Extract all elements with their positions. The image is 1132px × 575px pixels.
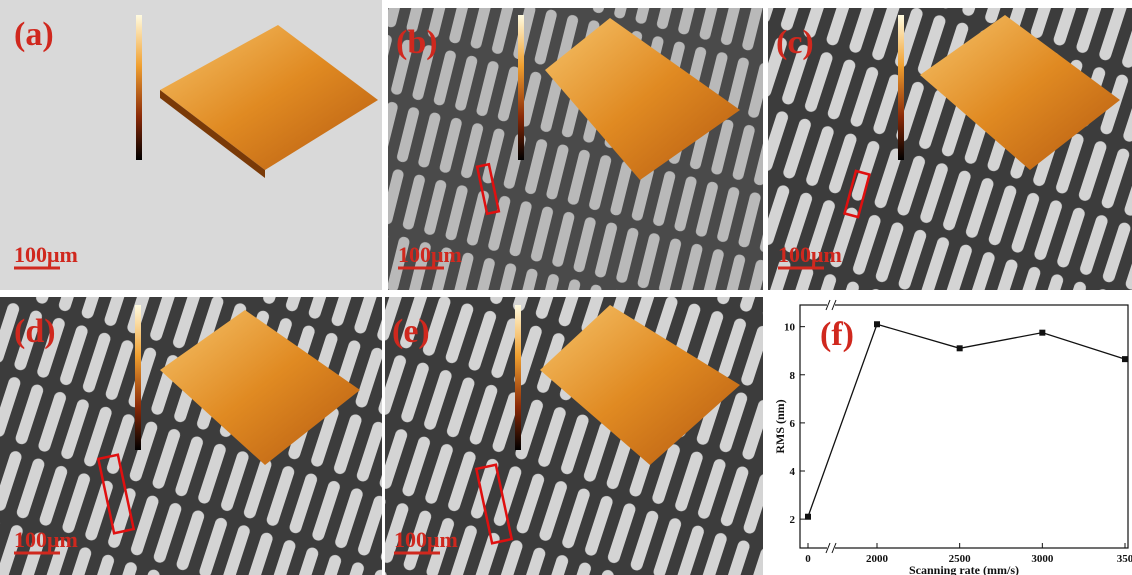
panel-label: (d) [14, 313, 56, 350]
panel-label: (a) [14, 16, 54, 53]
y-tick-label: 4 [790, 466, 796, 478]
data-point [874, 321, 880, 327]
y-tick-label: 6 [790, 418, 796, 430]
chart-title: (f) [820, 316, 854, 353]
x-tick-label: 2000 [866, 553, 889, 565]
scale-bar-label: 100μm [778, 242, 842, 267]
y-tick-label: 8 [790, 370, 796, 382]
x-axis-label: Scanning rate (mm/s) [909, 563, 1019, 575]
scale-bar-label: 100μm [398, 242, 462, 267]
y-tick-label: 2 [790, 514, 796, 526]
scale-bar-label: 100μm [394, 527, 458, 552]
x-tick-label: 3000 [1031, 553, 1054, 565]
data-point [957, 345, 963, 351]
data-point [1039, 330, 1045, 336]
x-tick-label: 350 [1117, 553, 1132, 565]
panel-label: (b) [396, 24, 438, 61]
scale-bar-label: 100μm [14, 242, 78, 267]
y-tick-label: 10 [784, 322, 796, 334]
x-tick-label: 0 [805, 553, 811, 565]
data-point [1122, 356, 1128, 362]
panel-label: (e) [392, 313, 430, 350]
scale-bar-label: 100μm [14, 527, 78, 552]
y-axis-label: RMS (nm) [773, 399, 787, 453]
panel-label: (c) [776, 24, 814, 61]
figure: (a) 100μm (b) 100μm (c) 100μm (d) 100μm (e) 100μm… [0, 0, 1132, 575]
data-point [805, 514, 811, 520]
